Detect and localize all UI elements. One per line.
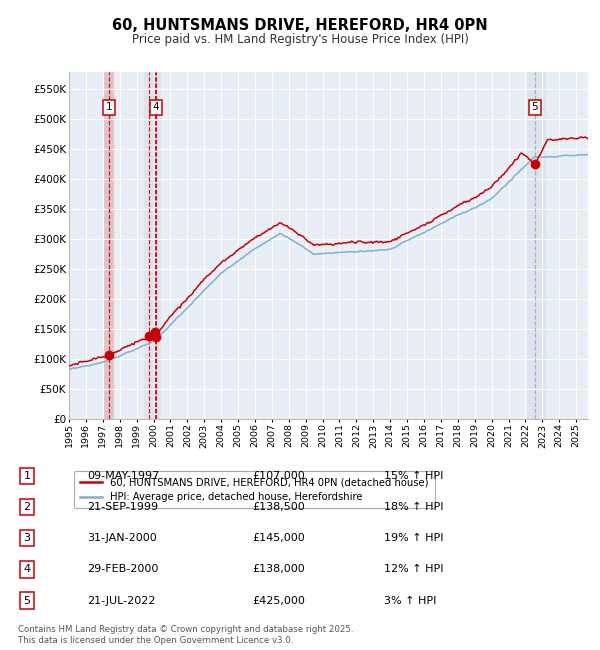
Text: £138,500: £138,500	[252, 502, 305, 512]
Text: 09-MAY-1997: 09-MAY-1997	[87, 471, 159, 481]
Bar	[527, 72, 546, 419]
Text: 18% ↑ HPI: 18% ↑ HPI	[384, 502, 443, 512]
Text: 1: 1	[23, 471, 31, 481]
Text: 5: 5	[532, 103, 538, 112]
Text: 3: 3	[23, 533, 31, 543]
Text: £107,000: £107,000	[252, 471, 305, 481]
Bar	[104, 72, 114, 419]
Text: 4: 4	[153, 103, 160, 112]
Text: 60, HUNTSMANS DRIVE, HEREFORD, HR4 0PN: 60, HUNTSMANS DRIVE, HEREFORD, HR4 0PN	[112, 18, 488, 34]
Text: 29-FEB-2000: 29-FEB-2000	[87, 564, 158, 575]
Text: 12% ↑ HPI: 12% ↑ HPI	[384, 564, 443, 575]
Text: 31-JAN-2000: 31-JAN-2000	[87, 533, 157, 543]
Text: 5: 5	[23, 595, 31, 606]
Legend: 60, HUNTSMANS DRIVE, HEREFORD, HR4 0PN (detached house), HPI: Average price, det: 60, HUNTSMANS DRIVE, HEREFORD, HR4 0PN (…	[74, 471, 434, 508]
Text: 2: 2	[23, 502, 31, 512]
Text: 3% ↑ HPI: 3% ↑ HPI	[384, 595, 436, 606]
Text: 21-SEP-1999: 21-SEP-1999	[87, 502, 158, 512]
Text: 19% ↑ HPI: 19% ↑ HPI	[384, 533, 443, 543]
Text: 21-JUL-2022: 21-JUL-2022	[87, 595, 155, 606]
Text: 1: 1	[106, 103, 112, 112]
Bar	[144, 72, 161, 419]
Text: 15% ↑ HPI: 15% ↑ HPI	[384, 471, 443, 481]
Text: £145,000: £145,000	[252, 533, 305, 543]
Text: Price paid vs. HM Land Registry's House Price Index (HPI): Price paid vs. HM Land Registry's House …	[131, 32, 469, 46]
Text: Contains HM Land Registry data © Crown copyright and database right 2025.
This d: Contains HM Land Registry data © Crown c…	[18, 625, 353, 645]
Text: 4: 4	[23, 564, 31, 575]
Text: £138,000: £138,000	[252, 564, 305, 575]
Text: £425,000: £425,000	[252, 595, 305, 606]
